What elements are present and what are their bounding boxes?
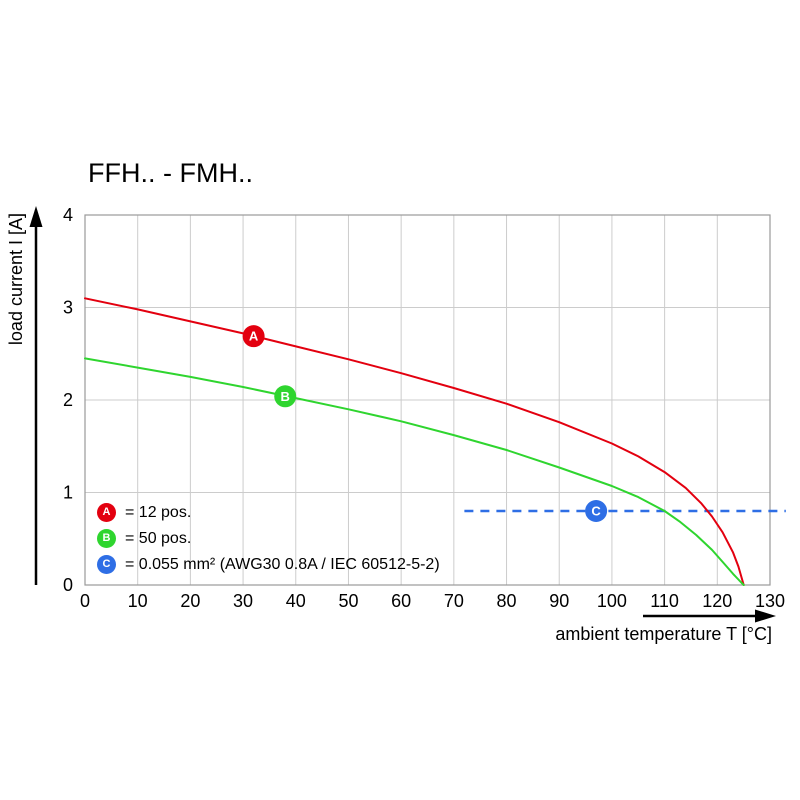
svg-text:50: 50 [338, 591, 358, 611]
legend-item-a: A = 12 pos. [97, 503, 440, 522]
legend: A = 12 pos. B = 50 pos. C = 0.055 mm² (A… [97, 503, 440, 574]
svg-text:40: 40 [286, 591, 306, 611]
svg-text:130: 130 [755, 591, 785, 611]
svg-text:0: 0 [80, 591, 90, 611]
svg-text:120: 120 [702, 591, 732, 611]
chart-title: FFH.. - FMH.. [88, 158, 253, 188]
legend-label-a: = 12 pos. [125, 503, 192, 521]
svg-text:A: A [249, 329, 259, 344]
svg-text:110: 110 [650, 591, 679, 611]
svg-text:30: 30 [233, 591, 253, 611]
legend-item-b: B = 50 pos. [97, 529, 440, 548]
svg-text:3: 3 [63, 298, 73, 318]
svg-text:80: 80 [497, 591, 517, 611]
legend-badge-c-icon: C [97, 555, 116, 574]
svg-text:100: 100 [597, 591, 627, 611]
svg-text:C: C [591, 504, 601, 519]
svg-text:B: B [281, 389, 290, 404]
legend-label-b: = 50 pos. [125, 529, 192, 547]
svg-text:2: 2 [63, 390, 73, 410]
svg-text:90: 90 [549, 591, 569, 611]
legend-badge-b-icon: B [97, 529, 116, 548]
svg-text:1: 1 [63, 483, 73, 503]
legend-badge-a-icon: A [97, 503, 116, 522]
legend-label-c: = 0.055 mm² (AWG30 0.8A / IEC 60512-5-2) [125, 555, 440, 573]
svg-text:10: 10 [128, 591, 148, 611]
svg-text:0: 0 [63, 575, 73, 595]
svg-text:4: 4 [63, 205, 73, 225]
x-axis-label: ambient temperature T [°C] [555, 624, 772, 644]
legend-item-c: C = 0.055 mm² (AWG30 0.8A / IEC 60512-5-… [97, 555, 440, 574]
svg-text:20: 20 [180, 591, 200, 611]
svg-text:70: 70 [444, 591, 464, 611]
svg-text:60: 60 [391, 591, 411, 611]
